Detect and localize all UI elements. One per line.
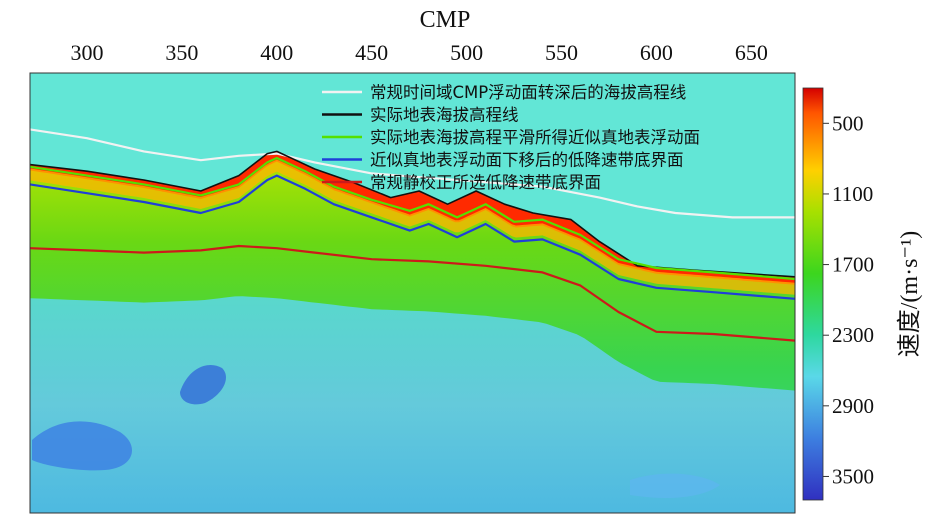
legend-label: 常规静校正所选低降速带底界面 xyxy=(370,173,601,192)
x-axis-title: CMP xyxy=(420,7,471,33)
colorbar xyxy=(802,87,824,501)
plot-frame xyxy=(29,72,796,514)
colorbar-tick-label: 2300 xyxy=(832,323,874,347)
deep-blue-anomaly-left xyxy=(32,421,132,471)
series-line-2 xyxy=(30,156,795,281)
x-tick-label: 350 xyxy=(165,40,198,65)
legend-label: 常规时间域CMP浮动面转深后的海拔高程线 xyxy=(370,83,686,102)
series-line-3 xyxy=(30,174,795,300)
series-line-0 xyxy=(30,128,795,219)
x-tick-label: 550 xyxy=(545,40,578,65)
legend-label: 实际地表海拔高程平滑所得近似真地表浮动面 xyxy=(370,128,700,147)
deep-blue-anomaly-mid xyxy=(180,365,226,405)
colorbar-tick-label: 3500 xyxy=(832,464,874,488)
colorbar-tick-label: 500 xyxy=(832,111,864,135)
horizon-lines xyxy=(30,128,795,342)
low-velocity-orange-band xyxy=(30,159,795,295)
low-velocity-red-band xyxy=(30,151,795,285)
x-axis-ticks: 300 350 400 450 500 550 600 650 xyxy=(70,40,768,80)
x-tick-label: 650 xyxy=(735,40,768,65)
x-tick-label: 400 xyxy=(260,40,293,65)
deep-blue-anomaly-right xyxy=(630,473,720,498)
legend-label: 实际地表海拔高程线 xyxy=(370,106,519,125)
x-tick-label: 450 xyxy=(355,40,388,65)
legend-label: 近似真地表浮动面下移后的低降速带底界面 xyxy=(370,151,684,170)
x-tick-label: 300 xyxy=(70,40,103,65)
colorbar-ticks: 500 1100 1700 2300 2900 3500 xyxy=(823,111,874,488)
deep-high-velocity-body xyxy=(30,296,795,513)
plot-area xyxy=(30,73,795,513)
x-tick-label: 600 xyxy=(640,40,673,65)
series-line-4 xyxy=(30,244,795,342)
colorbar-tick-label: 2900 xyxy=(832,394,874,418)
x-tick-label: 500 xyxy=(450,40,483,65)
colorbar-tick-label: 1100 xyxy=(832,182,873,206)
colorbar-label: 速度/(m·s⁻¹) xyxy=(896,231,923,358)
legend: 常规时间域CMP浮动面转深后的海拔高程线实际地表海拔高程线实际地表海拔高程平滑所… xyxy=(322,83,700,192)
colorbar-tick-label: 1700 xyxy=(832,253,874,277)
series-line-1 xyxy=(30,150,795,278)
